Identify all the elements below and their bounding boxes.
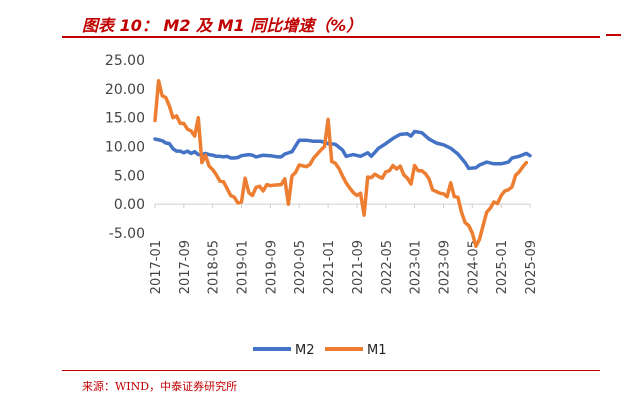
- series-line-m1: [153, 79, 529, 249]
- x-tick-label: 2023-09: [437, 240, 452, 294]
- figure-title: 图表 10： M2 及 M1 同比增速（%）: [82, 16, 363, 35]
- series-line-m2: [153, 129, 532, 171]
- footer-rule: [62, 370, 600, 371]
- x-tick-label: 2018-05: [207, 240, 222, 294]
- x-tick-label: 2022-05: [380, 240, 395, 294]
- x-tick-label: 2019-09: [264, 240, 279, 294]
- x-tick-label: 2024-05: [466, 240, 481, 294]
- y-tick-label: 15.00: [105, 111, 145, 127]
- x-tick-label: 2017-09: [178, 240, 193, 294]
- x-tick-label: 2019-01: [236, 240, 251, 294]
- x-tick-label: 2025-01: [495, 240, 510, 294]
- y-tick-label: -5.00: [109, 226, 145, 242]
- legend-label-m1: M1: [367, 343, 387, 358]
- y-tick-label: 5.00: [114, 168, 145, 184]
- x-tick-label: 2021-01: [322, 240, 337, 294]
- x-tick-label: 2023-01: [409, 240, 424, 294]
- y-tick-label: 10.00: [105, 140, 145, 156]
- legend: M2 M1: [253, 343, 387, 358]
- y-tick-label: 20.00: [105, 82, 145, 98]
- x-axis-ticks: 2017-01 2017-09 2018-05 2019-01 2019-09 2020-…: [149, 204, 539, 294]
- x-tick-label: 2025-09: [524, 240, 539, 294]
- title-bar: 图表 10： M2 及 M1 同比增速（%）: [62, 6, 600, 38]
- x-tick-label: 2020-05: [293, 240, 308, 294]
- series-lines: [153, 79, 532, 249]
- side-rule: [606, 34, 621, 36]
- source-note: 来源：WIND，中泰证券研究所: [82, 380, 238, 393]
- x-tick-label: 2021-09: [351, 240, 366, 294]
- y-tick-label: 0.00: [114, 197, 145, 213]
- y-tick-label: 25.00: [105, 53, 145, 69]
- x-tick-label: 2017-01: [149, 240, 164, 294]
- legend-label-m2: M2: [295, 343, 315, 358]
- y-axis-ticks: 25.00 20.00 15.00 10.00 5.00 0.00 -5.00: [105, 53, 145, 242]
